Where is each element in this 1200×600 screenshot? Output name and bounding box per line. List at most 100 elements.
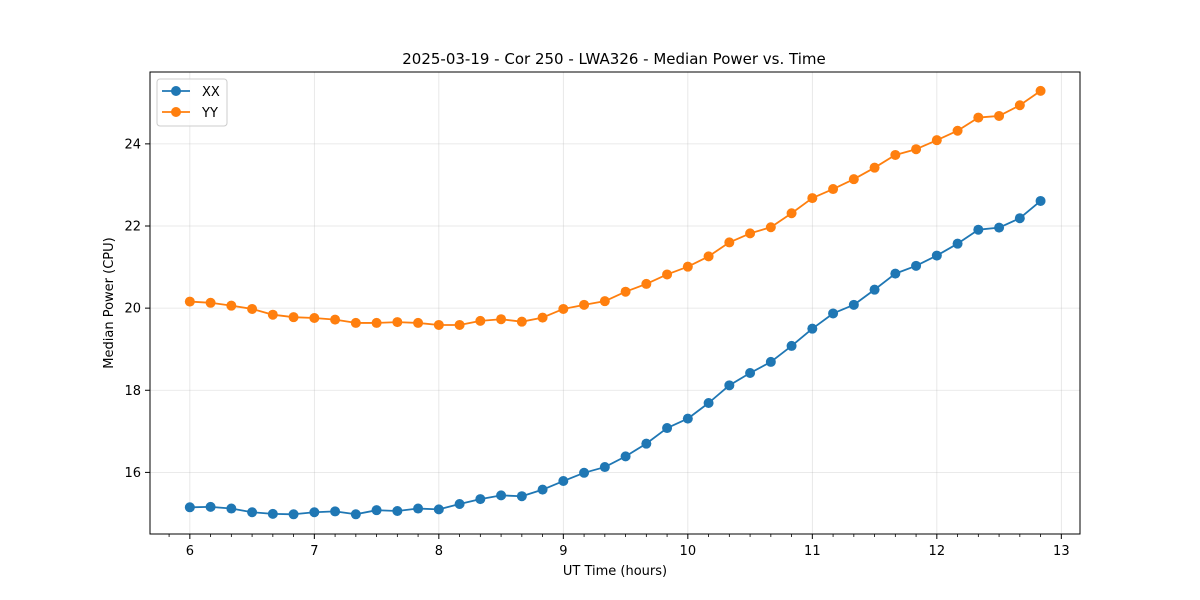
data-point-yy <box>350 317 361 328</box>
data-point-xx <box>205 501 216 512</box>
x-tick-label: 12 <box>929 544 946 559</box>
x-tick-label: 10 <box>680 544 697 559</box>
data-point-xx <box>599 462 610 473</box>
data-point-yy <box>620 286 631 297</box>
data-point-yy <box>994 110 1005 121</box>
data-point-xx <box>745 368 756 379</box>
data-point-yy <box>184 296 195 307</box>
data-point-xx <box>392 506 403 517</box>
x-tick-label: 11 <box>804 544 821 559</box>
data-point-yy <box>1014 100 1025 111</box>
data-point-yy <box>330 314 341 325</box>
data-point-yy <box>848 174 859 185</box>
x-tick-label: 9 <box>559 544 567 559</box>
data-point-yy <box>226 300 237 311</box>
y-axis-label: Median Power (CPU) <box>102 237 117 368</box>
data-point-xx <box>952 238 963 249</box>
y-tick-label: 16 <box>124 466 141 481</box>
data-point-yy <box>579 299 590 310</box>
data-point-xx <box>869 284 880 295</box>
data-point-yy <box>205 297 216 308</box>
data-point-xx <box>226 503 237 514</box>
data-point-yy <box>454 319 465 330</box>
x-tick-label: 6 <box>186 544 194 559</box>
data-point-xx <box>579 467 590 478</box>
y-tick-label: 20 <box>124 302 141 317</box>
x-tick-label: 8 <box>435 544 443 559</box>
data-point-xx <box>330 506 341 517</box>
data-point-xx <box>890 268 901 279</box>
data-point-xx <box>807 323 818 334</box>
data-point-xx <box>620 451 631 462</box>
data-point-xx <box>703 397 714 408</box>
plot-frame <box>149 71 1081 535</box>
data-point-xx <box>724 380 735 391</box>
data-point-yy <box>475 315 486 326</box>
chart-title: 2025-03-19 - Cor 250 - LWA326 - Median P… <box>402 50 826 68</box>
data-point-xx <box>433 504 444 515</box>
data-point-yy <box>890 149 901 160</box>
data-point-yy <box>267 309 278 320</box>
data-point-xx <box>828 308 839 319</box>
grid-lines <box>150 72 1080 534</box>
data-point-xx <box>911 260 922 271</box>
data-point-xx <box>288 509 299 520</box>
data-point-yy <box>599 296 610 307</box>
data-point-xx <box>454 499 465 510</box>
x-tick-label: 7 <box>310 544 318 559</box>
data-point-xx <box>247 507 258 518</box>
legend-marker-yy <box>171 107 181 117</box>
data-point-xx <box>1014 213 1025 224</box>
y-tick-label: 22 <box>124 220 141 235</box>
x-axis-label: UT Time (hours) <box>563 564 667 579</box>
legend-label-xx: XX <box>202 85 220 100</box>
data-point-xx <box>994 222 1005 233</box>
data-point-yy <box>392 317 403 328</box>
y-tick-label: 24 <box>124 137 141 152</box>
data-point-yy <box>724 237 735 248</box>
data-point-xx <box>662 423 673 434</box>
series-layer <box>184 85 1046 520</box>
data-point-xx <box>413 503 424 514</box>
data-point-yy <box>869 162 880 173</box>
data-point-xx <box>558 476 569 487</box>
axes: 6 7 8 9 10 11 12 13 16 18 20 22 24 <box>124 137 1069 559</box>
data-point-yy <box>786 208 797 219</box>
legend-label-yy: YY <box>201 106 218 121</box>
data-point-xx <box>371 505 382 516</box>
data-point-xx <box>309 507 320 518</box>
data-point-xx <box>641 438 652 449</box>
data-point-xx <box>765 356 776 367</box>
data-point-yy <box>413 317 424 328</box>
data-point-yy <box>973 112 984 123</box>
data-point-xx <box>848 299 859 310</box>
data-point-yy <box>371 317 382 328</box>
data-point-yy <box>765 222 776 233</box>
data-point-xx <box>931 250 942 261</box>
y-tick-label: 18 <box>124 384 141 399</box>
data-point-yy <box>558 303 569 314</box>
data-point-yy <box>745 228 756 239</box>
data-point-yy <box>1035 85 1046 96</box>
data-point-yy <box>516 316 527 327</box>
data-point-yy <box>807 193 818 204</box>
data-point-yy <box>911 144 922 155</box>
data-point-xx <box>786 340 797 351</box>
data-point-yy <box>641 278 652 289</box>
data-point-yy <box>682 261 693 272</box>
data-point-yy <box>537 312 548 323</box>
data-point-xx <box>537 484 548 495</box>
data-point-xx <box>184 502 195 513</box>
data-point-yy <box>662 269 673 280</box>
data-point-yy <box>952 125 963 136</box>
data-point-yy <box>496 314 507 325</box>
data-point-yy <box>247 303 258 314</box>
data-point-xx <box>350 509 361 520</box>
data-point-xx <box>1035 195 1046 206</box>
data-point-xx <box>496 490 507 501</box>
data-point-yy <box>828 184 839 195</box>
data-point-xx <box>973 224 984 235</box>
legend-marker-xx <box>171 86 181 96</box>
data-point-xx <box>475 494 486 505</box>
